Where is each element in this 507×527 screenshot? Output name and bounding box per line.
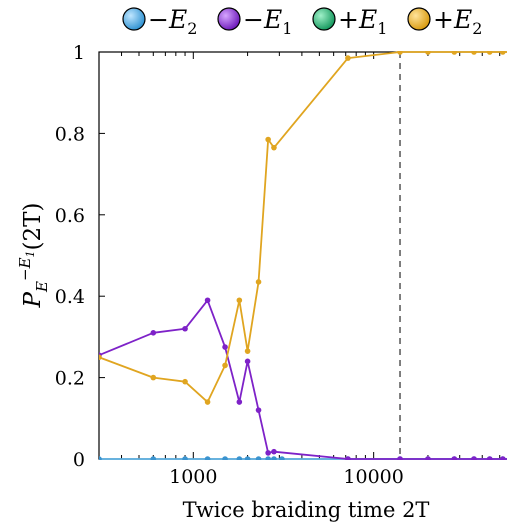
series-line: [99, 299, 507, 460]
data-point: [265, 450, 271, 456]
data-point: [486, 456, 493, 460]
legend-swatch: [312, 7, 336, 31]
y-tick-label: 0.8: [55, 123, 85, 145]
legend-item: −E1: [217, 5, 292, 38]
data-point: [499, 456, 506, 460]
data-point: [471, 456, 477, 460]
data-point: [204, 399, 211, 405]
legend-swatch: [407, 7, 431, 31]
series-3: [99, 51, 507, 405]
data-point: [204, 456, 211, 460]
y-axis-title-sup: −E: [16, 257, 34, 281]
x-tick-label: 1000: [169, 466, 217, 488]
data-point: [345, 55, 351, 61]
data-point: [244, 348, 251, 354]
data-point: [271, 144, 277, 151]
y-axis-title-base: P: [20, 291, 46, 308]
data-point: [236, 297, 243, 304]
legend-label: −E1: [243, 5, 292, 38]
y-tick-label: 0.2: [55, 368, 85, 390]
data-point: [244, 358, 251, 365]
data-point: [236, 399, 243, 405]
y-axis: 0 0.2 0.4 0.6 0.8 1: [55, 42, 105, 471]
legend-swatch: [217, 7, 241, 31]
data-point: [182, 325, 188, 332]
data-point: [255, 279, 262, 285]
series-1: [99, 297, 507, 460]
data-point: [222, 456, 228, 460]
y-axis-title-arg: (2T): [20, 203, 46, 251]
y-axis-title-sup-sub: 1: [24, 250, 37, 257]
data-point: [499, 51, 506, 55]
y-tick-label: 0.4: [55, 286, 85, 308]
data-point: [244, 456, 251, 460]
data-point: [265, 136, 271, 143]
data-point: [451, 51, 458, 55]
series-line: [99, 51, 507, 403]
legend-label: −E2: [148, 5, 197, 38]
legend-item: −E2: [122, 5, 197, 38]
data-point: [150, 456, 157, 460]
data-point: [486, 51, 493, 55]
y-tick-label: 0.6: [55, 205, 85, 227]
data-point: [255, 407, 262, 413]
data-point: [271, 448, 277, 455]
data-point: [345, 456, 351, 460]
series-layer: [99, 51, 507, 460]
x-axis: 1000 10000: [98, 52, 501, 488]
data-point: [150, 330, 157, 336]
data-point: [182, 456, 188, 460]
data-point: [255, 456, 262, 460]
data-point: [451, 456, 458, 460]
x-axis-title: Twice braiding time 2T: [183, 498, 430, 522]
data-point: [236, 456, 243, 460]
y-axis-title: PE−E1(2T): [16, 203, 51, 309]
y-tick-label: 1: [73, 42, 85, 64]
x-tick-label: 10000: [343, 466, 403, 488]
y-axis-title-sub: E: [33, 281, 51, 293]
data-point: [204, 297, 211, 304]
data-point: [471, 51, 477, 55]
data-point: [397, 456, 403, 460]
data-point: [182, 378, 188, 385]
data-point: [271, 456, 277, 460]
legend-label: +E2: [433, 5, 482, 38]
legend-label: +E1: [338, 5, 387, 38]
legend-item: +E2: [407, 5, 482, 38]
y-tick-label: 0: [73, 449, 85, 471]
data-point: [265, 456, 271, 460]
legend-item: +E1: [312, 5, 387, 38]
data-point: [222, 344, 228, 350]
data-point: [150, 374, 157, 381]
legend-swatch: [122, 7, 146, 31]
data-point: [99, 354, 102, 361]
data-point: [222, 362, 228, 369]
legend: −E2 −E1 +E1 +E2: [122, 5, 482, 38]
data-point: [425, 456, 431, 460]
data-point: [397, 51, 403, 55]
data-point: [425, 51, 431, 55]
data-point: [279, 456, 285, 460]
data-point: [99, 456, 102, 460]
